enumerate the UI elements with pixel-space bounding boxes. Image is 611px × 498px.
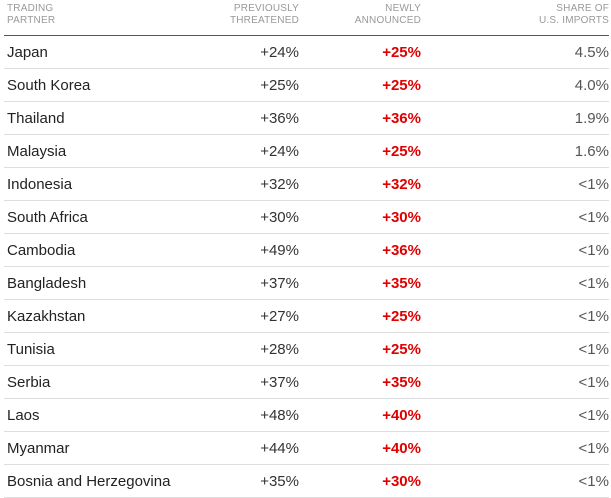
- table-header: Trading Partner Previously Threatened Ne…: [4, 0, 609, 36]
- cell-newly-announced: +25%: [382, 142, 421, 160]
- cell-trading-partner: Malaysia: [7, 142, 67, 160]
- cell-previously-threatened: +37%: [260, 373, 299, 391]
- header-share-of-imports-line-1: Share of: [556, 3, 609, 14]
- cell-previously-threatened: +48%: [260, 406, 299, 424]
- cell-share-of-imports: <1%: [578, 373, 609, 391]
- cell-newly-announced: +35%: [382, 373, 421, 391]
- header-share-of-imports: Share of U.S. Imports: [421, 0, 609, 35]
- table-row: South Africa +30% +30% <1%: [4, 201, 609, 234]
- table-row: Cambodia +49% +36% <1%: [4, 234, 609, 267]
- header-newly-announced-line-1: Newly: [385, 3, 421, 14]
- table-row: Malaysia +24% +25% 1.6%: [4, 135, 609, 168]
- cell-trading-partner: South Korea: [7, 76, 91, 94]
- cell-share-of-imports: <1%: [578, 307, 609, 325]
- cell-newly-announced: +36%: [382, 241, 421, 259]
- table-body: Japan +24% +25% 4.5% South Korea +25% +25% 4.0%…: [4, 36, 609, 498]
- cell-trading-partner: Bangladesh: [7, 274, 87, 292]
- cell-trading-partner: Japan: [7, 43, 48, 61]
- table-row: Tunisia +28% +25% <1%: [4, 333, 609, 366]
- cell-previously-threatened: +49%: [260, 241, 299, 259]
- header-previously-threatened: Previously Threatened: [221, 0, 299, 35]
- header-trading-partner: Trading Partner: [4, 0, 221, 35]
- cell-previously-threatened: +25%: [260, 76, 299, 94]
- cell-newly-announced: +25%: [382, 43, 421, 61]
- cell-previously-threatened: +37%: [260, 274, 299, 292]
- table-row: Indonesia +32% +32% <1%: [4, 168, 609, 201]
- cell-share-of-imports: <1%: [578, 472, 609, 490]
- header-previously-threatened-line-1: Previously: [233, 3, 299, 14]
- table-row: Laos +48% +40% <1%: [4, 399, 609, 432]
- table-row: Kazakhstan +27% +25% <1%: [4, 300, 609, 333]
- table-row: Thailand +36% +36% 1.9%: [4, 102, 609, 135]
- table-row: South Korea +25% +25% 4.0%: [4, 69, 609, 102]
- cell-previously-threatened: +36%: [260, 109, 299, 127]
- cell-share-of-imports: <1%: [578, 406, 609, 424]
- table-row: Myanmar +44% +40% <1%: [4, 432, 609, 465]
- cell-share-of-imports: <1%: [578, 439, 609, 457]
- cell-share-of-imports: 1.6%: [574, 142, 609, 160]
- cell-previously-threatened: +24%: [260, 142, 299, 160]
- cell-newly-announced: +40%: [382, 406, 421, 424]
- cell-share-of-imports: 4.0%: [574, 76, 609, 94]
- cell-trading-partner: Kazakhstan: [7, 307, 86, 325]
- table-row: Serbia +37% +35% <1%: [4, 366, 609, 399]
- cell-newly-announced: +30%: [382, 472, 421, 490]
- cell-previously-threatened: +35%: [260, 472, 299, 490]
- cell-share-of-imports: <1%: [578, 175, 609, 193]
- tariff-table: Trading Partner Previously Threatened Ne…: [4, 0, 609, 498]
- cell-share-of-imports: 4.5%: [574, 43, 609, 61]
- cell-previously-threatened: +32%: [260, 175, 299, 193]
- cell-newly-announced: +30%: [382, 208, 421, 226]
- header-newly-announced: Newly Announced: [299, 0, 421, 35]
- cell-trading-partner: Indonesia: [7, 175, 73, 193]
- header-trading-partner-line-2: Partner: [7, 15, 56, 26]
- cell-previously-threatened: +24%: [260, 43, 299, 61]
- cell-newly-announced: +36%: [382, 109, 421, 127]
- cell-share-of-imports: <1%: [578, 274, 609, 292]
- table-row: Bosnia and Herzegovina +35% +30% <1%: [4, 465, 609, 498]
- cell-trading-partner: Cambodia: [7, 241, 76, 259]
- cell-newly-announced: +25%: [382, 307, 421, 325]
- header-share-of-imports-line-2: U.S. Imports: [538, 15, 609, 26]
- cell-newly-announced: +25%: [382, 76, 421, 94]
- cell-trading-partner: Myanmar: [7, 439, 70, 457]
- cell-newly-announced: +25%: [382, 340, 421, 358]
- cell-newly-announced: +35%: [382, 274, 421, 292]
- cell-previously-threatened: +30%: [260, 208, 299, 226]
- cell-previously-threatened: +28%: [260, 340, 299, 358]
- cell-share-of-imports: <1%: [578, 241, 609, 259]
- cell-previously-threatened: +27%: [260, 307, 299, 325]
- cell-trading-partner: Tunisia: [7, 340, 55, 358]
- cell-trading-partner: Thailand: [7, 109, 65, 127]
- header-trading-partner-line-1: Trading: [7, 3, 54, 14]
- cell-trading-partner: Bosnia and Herzegovina: [7, 472, 171, 490]
- cell-share-of-imports: 1.9%: [574, 109, 609, 127]
- cell-trading-partner: South Africa: [7, 208, 88, 226]
- header-newly-announced-line-2: Announced: [354, 15, 421, 26]
- cell-newly-announced: +32%: [382, 175, 421, 193]
- cell-trading-partner: Laos: [7, 406, 40, 424]
- cell-trading-partner: Serbia: [7, 373, 51, 391]
- cell-share-of-imports: <1%: [578, 340, 609, 358]
- cell-previously-threatened: +44%: [260, 439, 299, 457]
- header-previously-threatened-line-2: Threatened: [229, 15, 299, 26]
- table-row: Bangladesh +37% +35% <1%: [4, 267, 609, 300]
- cell-share-of-imports: <1%: [578, 208, 609, 226]
- table-row: Japan +24% +25% 4.5%: [4, 36, 609, 69]
- cell-newly-announced: +40%: [382, 439, 421, 457]
